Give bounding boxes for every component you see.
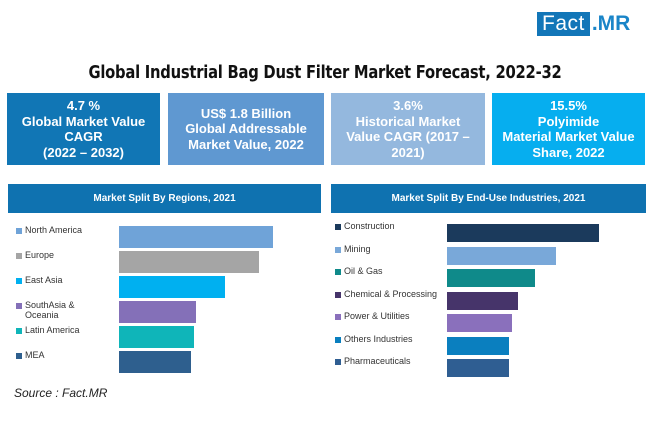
legend-swatch	[16, 253, 22, 259]
legend-label: Pharmaceuticals	[344, 356, 411, 366]
legend-swatch	[335, 314, 341, 320]
legend-item: Europe	[16, 250, 106, 260]
kpi-label-line: Polyimide	[537, 113, 600, 129]
source-note: Source : Fact.MR	[14, 386, 108, 400]
bar	[447, 359, 510, 377]
bar	[119, 301, 196, 323]
legend-label: SouthAsia & Oceania	[25, 300, 75, 320]
bar	[447, 224, 599, 242]
kpi-box: 15.5% Polyimide Material Market Value Share…	[492, 93, 645, 165]
legend-label: Chemical & Processing	[344, 288, 438, 299]
bar	[447, 314, 513, 332]
legend-item: Latin America	[16, 325, 106, 335]
legend-swatch	[16, 303, 22, 309]
legend-label: East Asia	[25, 275, 63, 285]
bar	[119, 276, 226, 298]
bar	[447, 291, 519, 310]
legend-label: Oil & Gas	[344, 266, 383, 276]
regions-chart-title: Market Split By Regions, 2021	[8, 184, 321, 213]
legend-item: Others Industries	[335, 334, 445, 344]
legend-item: MEA	[16, 350, 106, 360]
kpi-value: US$ 1.8 Billion	[200, 105, 292, 121]
legend-label: Latin America	[25, 325, 80, 335]
legend-item: Pharmaceuticals	[335, 356, 445, 366]
bar	[119, 251, 260, 273]
legend-label: Mining	[344, 243, 371, 254]
legend-item: Oil & Gas	[335, 266, 445, 276]
kpi-label-line: (2022 – 2032)	[43, 144, 124, 160]
kpi-label-line: CAGR	[64, 129, 103, 144]
kpi-label-line: Historical Market	[355, 113, 461, 129]
legend-item: Power & Utilities	[335, 311, 445, 321]
kpi-box: US$ 1.8 Billion Global Addressable Market …	[168, 93, 324, 165]
kpi-value: 3.6%	[393, 98, 423, 113]
legend-item: SouthAsia & Oceania	[16, 300, 106, 320]
kpi-value: 15.5%	[550, 98, 587, 113]
legend-swatch	[16, 228, 22, 234]
bar	[447, 246, 557, 265]
logo-mr: .MR	[591, 12, 631, 35]
kpi-label-line: Market Value, 2022	[188, 136, 304, 152]
kpi-label-line: Global Market Value	[21, 113, 146, 129]
logo-fact: Fact	[537, 12, 590, 36]
legend-swatch	[16, 328, 22, 334]
kpi-label-line: Material Market Value	[502, 129, 635, 144]
kpi-box: 4.7 % Global Market Value CAGR (2022 – 2032…	[7, 93, 160, 165]
factmr-logo: Fact .MR	[537, 12, 630, 36]
legend-label: Construction	[344, 221, 395, 231]
legend-swatch	[16, 278, 22, 284]
bar	[119, 351, 192, 373]
kpi-box: 3.6% Historical Market Value CAGR (2017 –2…	[331, 93, 485, 165]
page-title: Global Industrial Bag Dust Filter Market…	[88, 62, 562, 83]
legend-swatch	[335, 291, 341, 298]
legend-swatch	[335, 336, 341, 343]
legend-swatch	[335, 269, 341, 275]
kpi-label-line: Share, 2022	[532, 144, 605, 160]
legend-label: MEA	[25, 350, 45, 360]
bar	[119, 326, 195, 348]
legend-swatch	[335, 224, 341, 230]
bar	[447, 336, 510, 355]
legend-item: Construction	[335, 221, 445, 231]
bar	[119, 226, 273, 248]
kpi-label-line: Global Addressable	[185, 121, 307, 137]
kpi-value: 4.7 %	[66, 98, 101, 113]
legend-label: Europe	[25, 250, 55, 260]
legend-swatch	[16, 353, 22, 359]
legend-item: East Asia	[16, 275, 106, 285]
legend-item: Chemical & Processing	[335, 289, 445, 299]
kpi-label-line: Value CAGR (2017 –	[346, 129, 470, 144]
kpi-label-line: 2021)	[391, 144, 425, 160]
legend-label: Others Industries	[344, 333, 413, 344]
legend-label: Power & Utilities	[344, 311, 410, 321]
industries-chart-title: Market Split By End-Use Industries, 2021	[331, 184, 646, 213]
legend-item: Mining	[335, 244, 445, 254]
legend-label: North America	[25, 225, 83, 235]
legend-item: North America	[16, 225, 106, 235]
legend-swatch	[335, 246, 341, 253]
legend-swatch	[335, 359, 341, 365]
bar	[447, 269, 536, 287]
